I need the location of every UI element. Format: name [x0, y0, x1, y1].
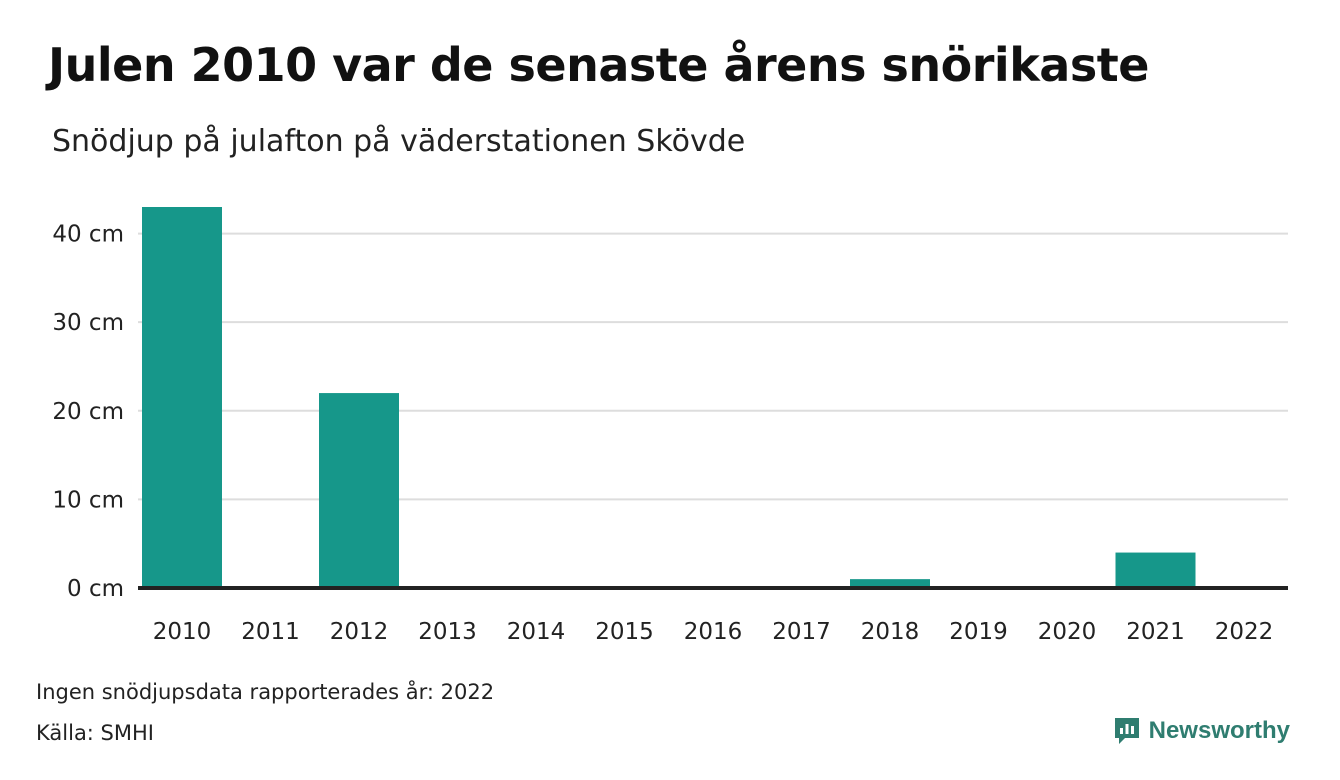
x-tick-label: 2018: [861, 619, 920, 645]
x-tick-label: 2019: [949, 619, 1008, 645]
y-axis-ticks: 0 cm 10 cm 20 cm 30 cm 40 cm: [52, 222, 124, 602]
x-tick-label: 2012: [330, 619, 389, 645]
y-tick-label: 10 cm: [52, 487, 124, 513]
y-tick-label: 0 cm: [67, 576, 124, 602]
source-note: Källa: SMHI: [36, 721, 154, 745]
x-tick-label: 2010: [153, 619, 212, 645]
bar-2012: [319, 393, 399, 588]
chart-title: Julen 2010 var de senaste årens snörikas…: [48, 38, 1149, 92]
y-tick-label: 20 cm: [52, 399, 124, 425]
chart-subtitle: Snödjup på julafton på väderstationen Sk…: [52, 124, 746, 159]
y-tick-label: 40 cm: [52, 222, 124, 248]
brand-logo: Newsworthy: [1113, 716, 1290, 746]
x-tick-label: 2021: [1126, 619, 1185, 645]
bar-2018: [850, 579, 930, 588]
bar-2021: [1115, 552, 1196, 588]
y-tick-label: 30 cm: [52, 310, 124, 336]
no-data-note: Ingen snödjupsdata rapporterades år: 202…: [36, 680, 495, 704]
bars: [142, 207, 1196, 588]
brand-name: Newsworthy: [1148, 717, 1290, 744]
x-axis-ticks: 2010 2011 2012 2013 2014 2015 2016 2017 2018 2019…: [153, 619, 1274, 645]
gridlines: [138, 232, 1288, 501]
x-tick-label: 2013: [418, 619, 477, 645]
x-tick-label: 2020: [1038, 619, 1097, 645]
newsworthy-logo-icon: [1114, 718, 1139, 744]
x-tick-label: 2022: [1215, 619, 1274, 645]
x-tick-label: 2017: [772, 619, 831, 645]
bar-2010: [142, 207, 222, 588]
x-tick-label: 2016: [684, 619, 743, 645]
x-tick-label: 2011: [241, 619, 300, 645]
x-tick-label: 2014: [507, 619, 566, 645]
x-tick-label: 2015: [595, 619, 654, 645]
